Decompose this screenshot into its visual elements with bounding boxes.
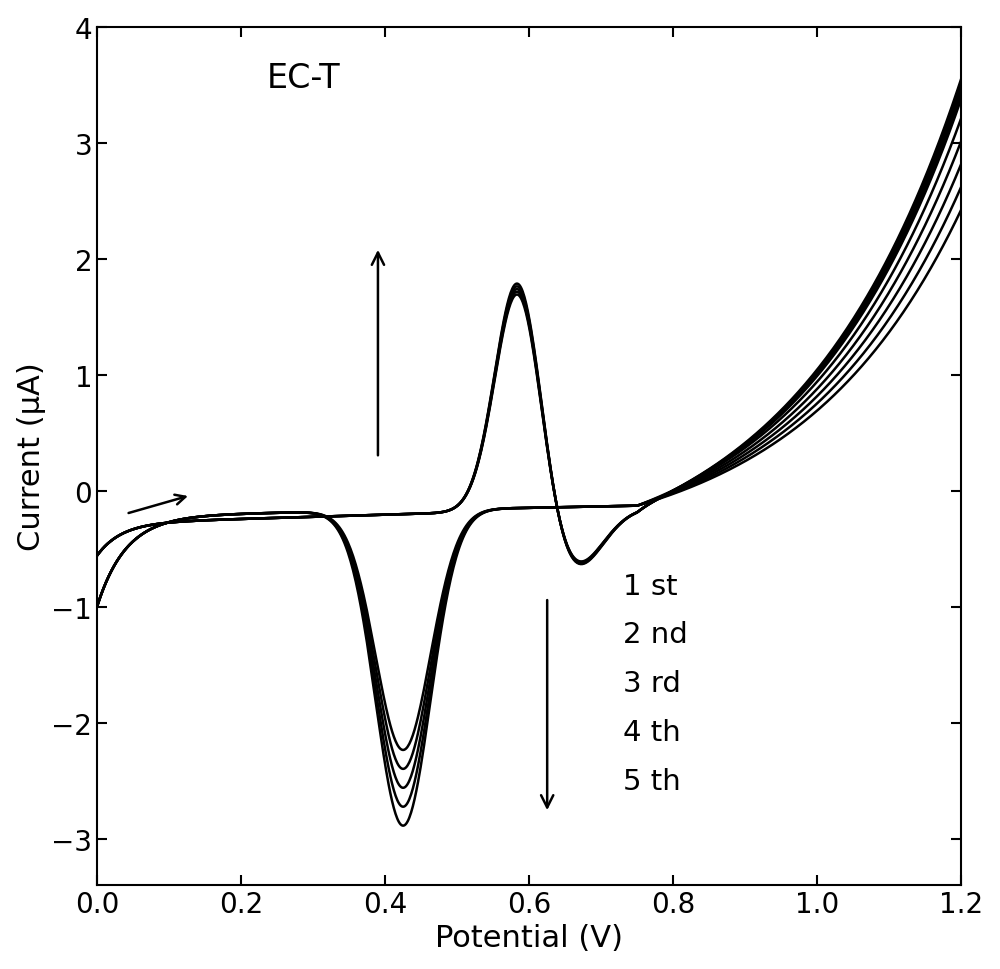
Text: 1 st: 1 st bbox=[623, 572, 677, 600]
Text: 5 th: 5 th bbox=[623, 766, 681, 795]
Text: 3 rd: 3 rd bbox=[623, 670, 681, 698]
Text: EC-T: EC-T bbox=[266, 62, 340, 95]
Text: 2 nd: 2 nd bbox=[623, 621, 688, 648]
X-axis label: Potential (V): Potential (V) bbox=[435, 923, 623, 953]
Text: 4 th: 4 th bbox=[623, 718, 681, 746]
Y-axis label: Current (μA): Current (μA) bbox=[17, 362, 46, 550]
